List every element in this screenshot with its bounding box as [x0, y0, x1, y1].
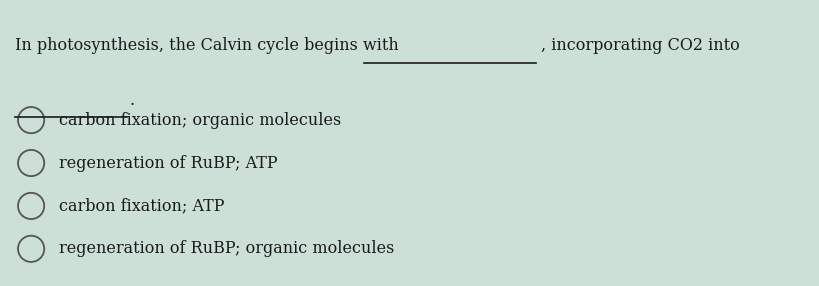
Text: , incorporating CO2 into: , incorporating CO2 into [541, 37, 740, 54]
Text: carbon fixation; organic molecules: carbon fixation; organic molecules [59, 112, 342, 129]
Text: .: . [129, 92, 134, 108]
Text: In photosynthesis, the Calvin cycle begins with: In photosynthesis, the Calvin cycle begi… [15, 37, 399, 54]
Text: carbon fixation; ATP: carbon fixation; ATP [59, 197, 224, 214]
Text: regeneration of RuBP; ATP: regeneration of RuBP; ATP [59, 154, 278, 172]
Text: regeneration of RuBP; organic molecules: regeneration of RuBP; organic molecules [59, 240, 394, 257]
